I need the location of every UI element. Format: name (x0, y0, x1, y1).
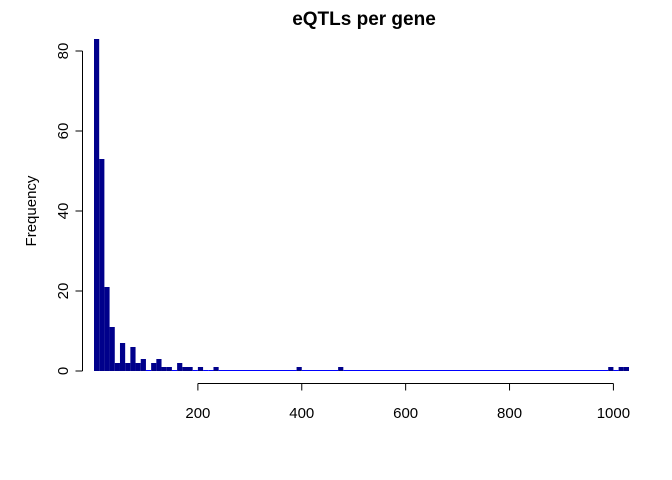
histogram-bar (166, 367, 172, 371)
y-tick-label: 80 (55, 43, 72, 60)
histogram-bar (114, 363, 120, 371)
y-axis: 0 20 40 60 80 (55, 43, 83, 375)
x-tick-label: 400 (289, 405, 314, 422)
x-tick-label: 600 (393, 405, 418, 422)
histogram-bar (618, 367, 624, 371)
histogram-bar (156, 359, 162, 371)
histogram-bar (187, 367, 193, 371)
histogram-bar (125, 363, 131, 371)
histogram-bar (608, 367, 614, 371)
x-tick-label: 1000 (597, 405, 630, 422)
x-tick-label: 800 (497, 405, 522, 422)
y-axis-label: Frequency (23, 175, 40, 246)
histogram-bar (623, 367, 629, 371)
histogram-bar (151, 363, 157, 371)
chart-title: eQTLs per gene (292, 9, 436, 30)
histogram-bar (296, 367, 302, 371)
y-tick-label: 40 (55, 203, 72, 220)
histogram-bar (197, 367, 204, 371)
histogram-bar (130, 347, 136, 371)
histogram-bar (94, 39, 100, 371)
histogram-bar (135, 363, 141, 371)
x-axis: 200 400 600 800 1000 (185, 383, 630, 422)
histogram-bar (177, 363, 183, 371)
bars-group (94, 39, 629, 371)
histogram-bar (161, 367, 167, 371)
histogram-bar (109, 327, 115, 371)
y-tick-label: 0 (55, 367, 72, 375)
histogram-bar (99, 159, 105, 371)
histogram-bar (182, 367, 188, 371)
histogram-bar (213, 367, 219, 371)
y-tick-label: 60 (55, 123, 72, 140)
x-tick-label: 200 (185, 405, 210, 422)
histogram-bar (338, 367, 344, 371)
histogram-bar (140, 359, 146, 371)
histogram-bar (104, 287, 110, 371)
histogram-bar (119, 343, 126, 371)
y-tick-label: 20 (55, 283, 72, 300)
